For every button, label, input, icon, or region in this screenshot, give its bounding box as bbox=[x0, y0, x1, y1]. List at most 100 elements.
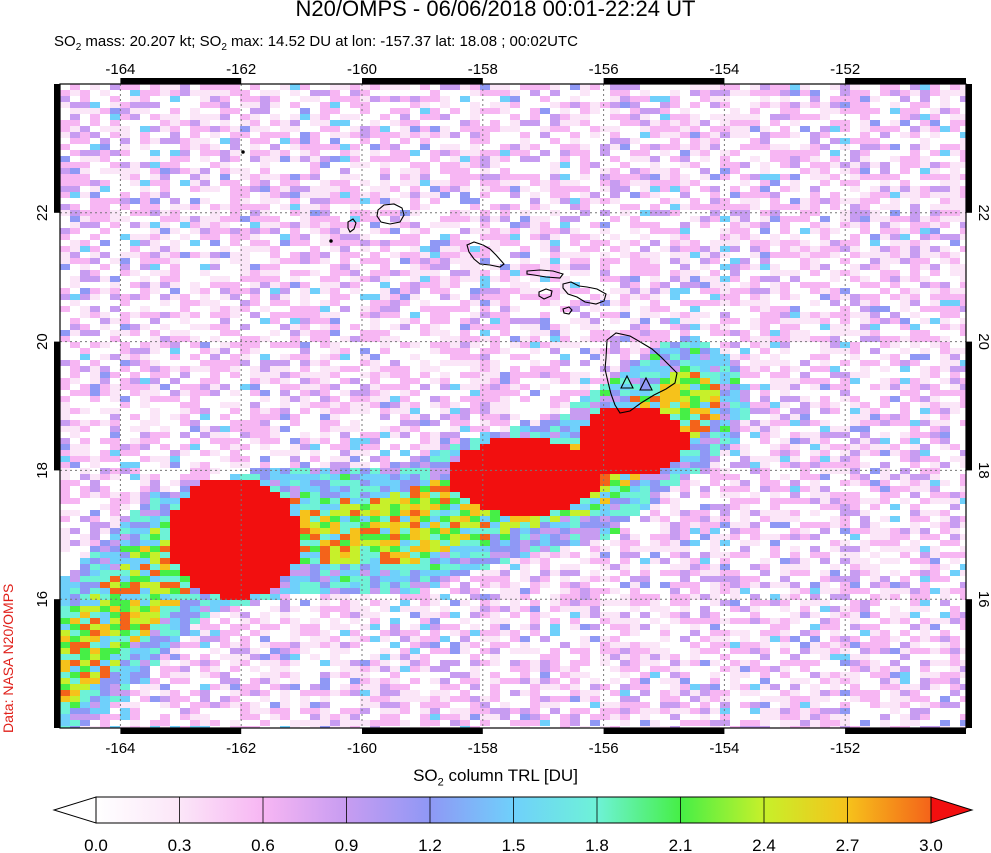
so2-pixel bbox=[520, 546, 530, 552]
so2-pixel bbox=[720, 408, 730, 414]
so2-pixel bbox=[240, 90, 250, 96]
so2-pixel bbox=[260, 528, 270, 534]
so2-pixel bbox=[340, 132, 350, 138]
so2-pixel bbox=[550, 330, 560, 336]
so2-pixel bbox=[160, 366, 170, 372]
so2-pixel bbox=[310, 198, 320, 204]
so2-pixel bbox=[590, 522, 600, 528]
so2-pixel bbox=[120, 516, 130, 522]
so2-pixel bbox=[590, 132, 600, 138]
so2-pixel bbox=[950, 324, 960, 330]
so2-pixel bbox=[530, 450, 540, 456]
so2-pixel bbox=[640, 360, 650, 366]
so2-pixel bbox=[230, 204, 240, 210]
so2-pixel bbox=[960, 420, 966, 426]
so2-pixel bbox=[210, 204, 220, 210]
so2-pixel bbox=[870, 258, 880, 264]
so2-pixel bbox=[200, 168, 210, 174]
so2-pixel bbox=[400, 240, 410, 246]
so2-pixel bbox=[280, 396, 290, 402]
so2-pixel bbox=[320, 330, 330, 336]
so2-pixel bbox=[170, 132, 180, 138]
so2-pixel bbox=[730, 294, 740, 300]
so2-pixel bbox=[390, 492, 400, 498]
so2-pixel bbox=[950, 204, 960, 210]
so2-pixel bbox=[510, 378, 520, 384]
so2-pixel bbox=[400, 288, 410, 294]
so2-pixel bbox=[410, 540, 420, 546]
so2-pixel bbox=[640, 354, 650, 360]
so2-pixel bbox=[410, 402, 420, 408]
so2-pixel bbox=[960, 90, 966, 96]
so2-pixel bbox=[870, 282, 880, 288]
so2-pixel bbox=[760, 246, 770, 252]
so2-pixel bbox=[280, 174, 290, 180]
so2-pixel bbox=[90, 150, 100, 156]
so2-pixel bbox=[230, 510, 240, 516]
so2-pixel bbox=[890, 276, 900, 282]
so2-pixel bbox=[680, 228, 690, 234]
so2-pixel bbox=[110, 120, 120, 126]
so2-pixel bbox=[130, 462, 140, 468]
so2-pixel bbox=[400, 138, 410, 144]
so2-pixel bbox=[590, 438, 600, 444]
so2-pixel bbox=[320, 360, 330, 366]
so2-pixel bbox=[560, 192, 570, 198]
so2-pixel bbox=[910, 144, 920, 150]
so2-pixel bbox=[570, 342, 580, 348]
so2-pixel bbox=[740, 234, 750, 240]
so2-pixel bbox=[630, 414, 640, 420]
so2-pixel bbox=[620, 366, 630, 372]
so2-pixel bbox=[100, 156, 110, 162]
so2-pixel bbox=[240, 540, 250, 546]
so2-pixel bbox=[380, 312, 390, 318]
so2-pixel bbox=[330, 414, 340, 420]
so2-pixel bbox=[690, 480, 700, 486]
so2-pixel bbox=[150, 168, 160, 174]
so2-pixel bbox=[290, 90, 300, 96]
so2-pixel bbox=[480, 510, 490, 516]
so2-pixel bbox=[420, 372, 430, 378]
so2-pixel bbox=[610, 420, 620, 426]
so2-pixel bbox=[910, 156, 920, 162]
so2-pixel bbox=[210, 264, 220, 270]
so2-pixel bbox=[310, 150, 320, 156]
so2-pixel bbox=[640, 462, 650, 468]
so2-pixel bbox=[420, 258, 430, 264]
so2-pixel bbox=[720, 450, 730, 456]
so2-pixel bbox=[730, 366, 740, 372]
so2-pixel bbox=[550, 504, 560, 510]
so2-pixel bbox=[200, 150, 210, 156]
so2-pixel bbox=[740, 144, 750, 150]
so2-pixel bbox=[520, 222, 530, 228]
so2-pixel bbox=[930, 126, 940, 132]
so2-pixel bbox=[910, 162, 920, 168]
so2-pixel bbox=[630, 342, 640, 348]
so2-pixel bbox=[790, 462, 800, 468]
so2-pixel bbox=[510, 204, 520, 210]
so2-pixel bbox=[600, 510, 610, 516]
so2-pixel bbox=[880, 534, 890, 540]
so2-pixel bbox=[670, 444, 680, 450]
so2-pixel bbox=[820, 180, 830, 186]
so2-pixel bbox=[470, 372, 480, 378]
so2-pixel bbox=[390, 468, 400, 474]
so2-pixel bbox=[670, 168, 680, 174]
so2-pixel bbox=[610, 456, 620, 462]
so2-pixel bbox=[580, 468, 590, 474]
so2-pixel bbox=[540, 522, 550, 528]
so2-pixel bbox=[960, 396, 966, 402]
so2-pixel bbox=[690, 312, 700, 318]
so2-pixel bbox=[740, 288, 750, 294]
so2-pixel bbox=[590, 492, 600, 498]
so2-pixel bbox=[670, 132, 680, 138]
so2-pixel bbox=[410, 126, 420, 132]
so2-pixel bbox=[380, 258, 390, 264]
so2-pixel bbox=[120, 270, 130, 276]
so2-pixel bbox=[910, 240, 920, 246]
so2-pixel bbox=[620, 426, 630, 432]
so2-pixel bbox=[910, 186, 920, 192]
so2-pixel bbox=[430, 150, 440, 156]
so2-pixel bbox=[740, 516, 750, 522]
so2-pixel bbox=[910, 150, 920, 156]
